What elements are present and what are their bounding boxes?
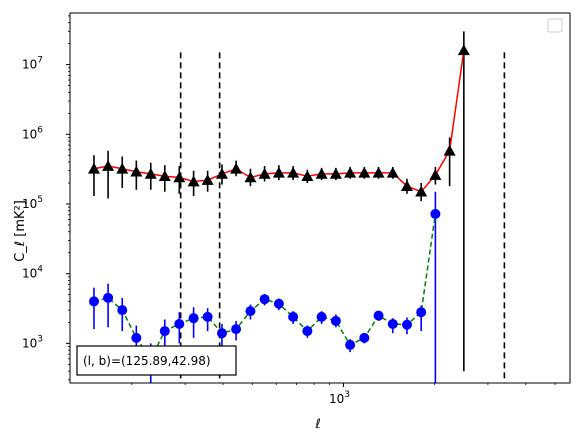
x-axis-label: ℓ bbox=[314, 417, 320, 432]
data-point bbox=[258, 167, 271, 179]
annotation-box: (l, b)=(125.89,42.98) bbox=[76, 345, 237, 376]
data-point bbox=[244, 171, 257, 183]
data-point bbox=[216, 328, 227, 339]
data-point bbox=[344, 166, 357, 178]
data-point bbox=[415, 185, 428, 197]
data-point bbox=[159, 326, 170, 337]
data-point bbox=[131, 332, 142, 343]
data-point bbox=[144, 167, 157, 179]
plot-frame bbox=[69, 12, 571, 384]
data-point bbox=[345, 339, 356, 350]
data-point bbox=[359, 332, 370, 343]
data-point bbox=[245, 306, 256, 317]
data-point bbox=[430, 208, 441, 219]
data-point bbox=[316, 311, 327, 322]
data-point bbox=[88, 296, 99, 307]
data-point bbox=[400, 180, 413, 191]
data-point bbox=[315, 167, 328, 179]
data-point bbox=[174, 318, 185, 329]
data-point bbox=[330, 315, 341, 326]
data-point bbox=[116, 162, 129, 174]
data-point bbox=[429, 169, 442, 180]
data-point bbox=[201, 174, 214, 185]
data-point bbox=[457, 44, 470, 56]
data-point bbox=[272, 166, 285, 178]
data-point bbox=[259, 294, 270, 305]
data-point bbox=[158, 170, 171, 182]
data-point bbox=[302, 326, 313, 337]
data-point bbox=[358, 166, 371, 178]
data-point bbox=[373, 310, 384, 321]
data-point bbox=[372, 166, 385, 178]
data-point bbox=[188, 313, 199, 324]
data-point bbox=[287, 166, 300, 178]
data-point bbox=[386, 166, 399, 178]
data-point bbox=[288, 311, 299, 322]
data-point bbox=[401, 319, 412, 330]
data-point bbox=[273, 298, 284, 309]
y-axis-label: C_ℓ [mK²] bbox=[13, 200, 28, 262]
annotation-text: (l, b)=(125.89,42.98) bbox=[83, 354, 211, 368]
legend bbox=[547, 18, 563, 33]
data-point bbox=[387, 318, 398, 329]
series-1 bbox=[87, 31, 470, 372]
data-point bbox=[202, 311, 213, 322]
data-point bbox=[130, 165, 143, 177]
data-point bbox=[117, 305, 128, 316]
data-point bbox=[215, 167, 228, 179]
data-point bbox=[301, 170, 314, 182]
data-point bbox=[230, 162, 243, 174]
data-point bbox=[103, 292, 114, 303]
data-point bbox=[416, 307, 427, 318]
data-point bbox=[87, 162, 100, 174]
data-point bbox=[187, 175, 200, 187]
data-point bbox=[231, 324, 242, 335]
data-point bbox=[102, 160, 115, 171]
data-point bbox=[329, 167, 342, 179]
data-point bbox=[173, 171, 186, 183]
data-point bbox=[443, 144, 456, 156]
